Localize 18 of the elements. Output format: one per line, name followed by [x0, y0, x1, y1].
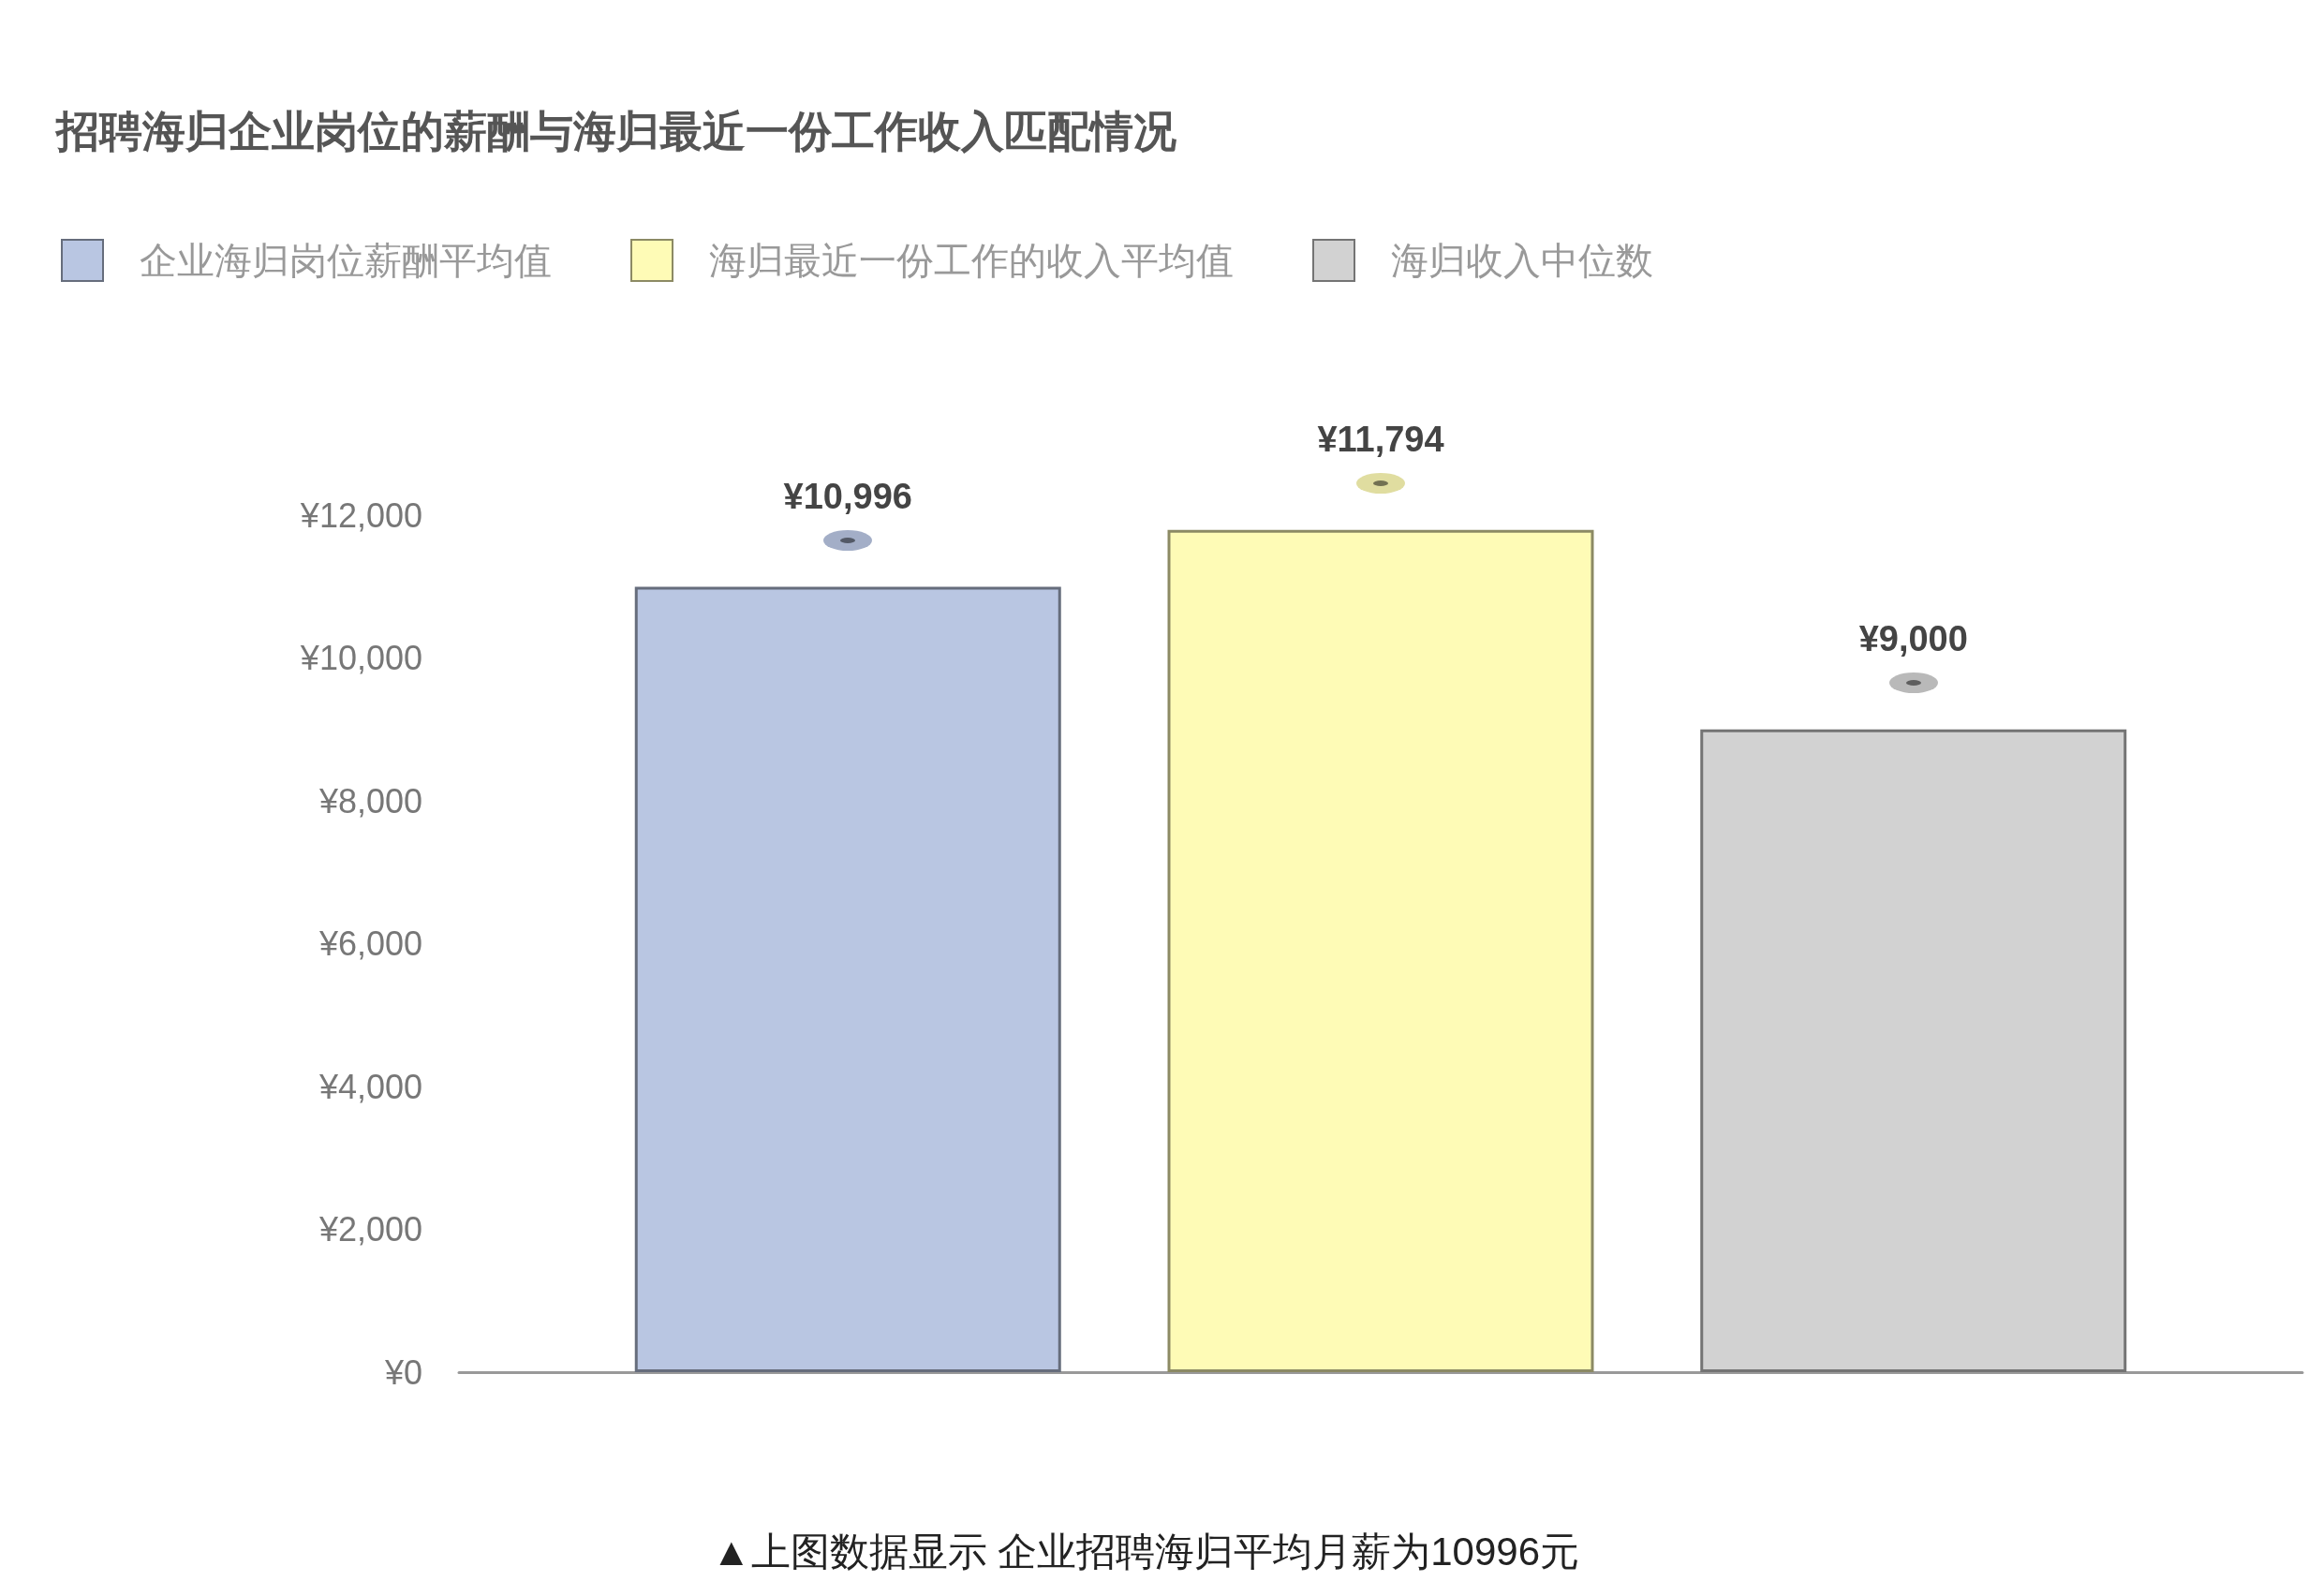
text: ▲上图数据显示 企业招聘海归平均月薪为10996元: [712, 1529, 1580, 1574]
y-tick-label: ¥0: [383, 1352, 422, 1392]
data-label: ¥9,000: [1858, 618, 1968, 658]
data-label: ¥11,794: [1317, 419, 1444, 459]
y-tick-label: ¥8,000: [318, 781, 422, 820]
legend-label: 海归最近一份工作的收入平均值: [709, 240, 1234, 281]
chart-title: 招聘海归企业岗位的薪酬与海归最近一份工作收入匹配情况: [54, 107, 1176, 155]
y-tick-label: ¥10,000: [299, 639, 422, 677]
y-tick-label: ¥6,000: [318, 924, 422, 963]
legend-label: 海归收入中位数: [1391, 240, 1653, 281]
legend-label: 企业海归岗位薪酬平均值: [140, 240, 552, 281]
bar: [1700, 729, 2127, 1372]
bar: [1167, 529, 1594, 1372]
y-tick-label: ¥12,000: [299, 495, 422, 535]
y-tick-label: ¥4,000: [318, 1067, 422, 1106]
bar: [634, 586, 1061, 1372]
data-label: ¥10,996: [783, 476, 912, 516]
y-tick-label: ¥2,000: [318, 1210, 422, 1249]
